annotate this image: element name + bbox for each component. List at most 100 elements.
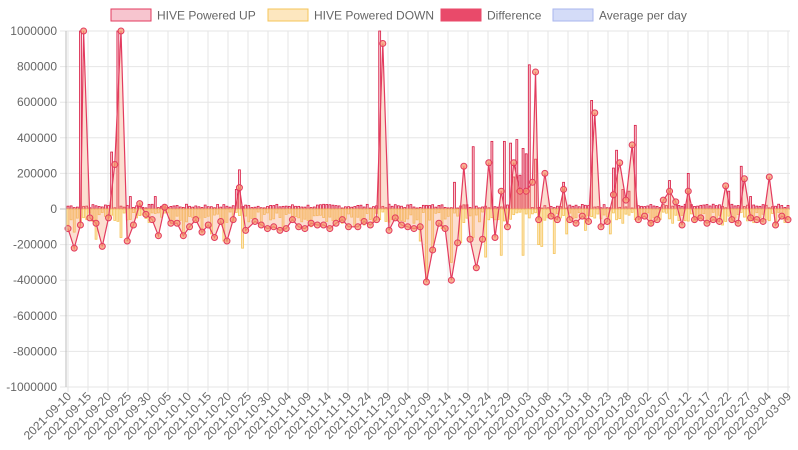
difference-point bbox=[659, 196, 667, 204]
y-tick-label: -200000 bbox=[13, 238, 57, 252]
bar-powered-up bbox=[104, 204, 107, 210]
bar-powered-down bbox=[646, 208, 650, 214]
bar-powered-down bbox=[347, 208, 350, 215]
bar-powered-up bbox=[400, 205, 403, 210]
bar-powered-down bbox=[85, 208, 89, 221]
difference-point bbox=[578, 212, 586, 220]
bar-powered-up bbox=[699, 204, 703, 210]
difference-point bbox=[728, 216, 736, 224]
difference-point bbox=[472, 264, 480, 272]
bar-powered-up bbox=[319, 204, 322, 210]
bar-powered-down bbox=[100, 208, 104, 213]
bar-powered-up bbox=[359, 204, 363, 210]
bar-powered-down bbox=[450, 208, 453, 263]
bar-powered-down bbox=[540, 208, 544, 247]
bar-powered-up bbox=[222, 204, 226, 210]
difference-point bbox=[276, 226, 284, 234]
bar-powered-down bbox=[263, 208, 266, 215]
difference-point bbox=[366, 221, 374, 229]
difference-point bbox=[404, 223, 412, 231]
bar-powered-down bbox=[350, 208, 353, 218]
bar-powered-down bbox=[216, 208, 219, 215]
bar-powered-down bbox=[228, 208, 232, 213]
difference-point bbox=[326, 225, 334, 233]
bar-powered-down bbox=[157, 208, 160, 214]
bar-powered-down bbox=[294, 208, 297, 218]
bar-powered-down bbox=[256, 208, 260, 213]
difference-point bbox=[173, 219, 181, 227]
difference-point bbox=[553, 216, 561, 224]
difference-point bbox=[747, 214, 755, 222]
bar-powered-down bbox=[362, 208, 366, 226]
bar-powered-down bbox=[718, 208, 721, 216]
difference-point bbox=[217, 217, 225, 225]
difference-point bbox=[666, 187, 674, 195]
difference-point bbox=[460, 162, 468, 170]
bar-powered-down bbox=[287, 208, 291, 214]
bar-powered-up bbox=[306, 204, 310, 210]
axes: 1000000 800000 600000 400000 200000 0 -200000 -… bbox=[6, 24, 794, 443]
bar-powered-up bbox=[708, 205, 712, 210]
bar-powered-down bbox=[615, 208, 618, 221]
difference-area bbox=[68, 31, 788, 282]
difference-point bbox=[641, 212, 649, 220]
difference-point bbox=[167, 219, 175, 227]
bar-powered-down bbox=[303, 208, 307, 220]
difference-point bbox=[345, 223, 353, 231]
bar-powered-up bbox=[153, 196, 157, 210]
bar-powered-down bbox=[306, 208, 310, 222]
difference-point bbox=[466, 235, 474, 243]
bar-powered-up bbox=[69, 205, 73, 210]
bar-powered-down bbox=[512, 208, 516, 216]
bar-powered-down bbox=[618, 208, 622, 220]
bar-powered-up bbox=[272, 205, 276, 210]
bar-powered-up bbox=[406, 204, 410, 210]
difference-point bbox=[560, 185, 568, 193]
difference-point bbox=[703, 219, 711, 227]
difference-point bbox=[572, 219, 580, 227]
bar-powered-down bbox=[412, 208, 416, 224]
bar-powered-down bbox=[446, 208, 450, 217]
bar-powered-down bbox=[75, 208, 79, 219]
bar-powered-down bbox=[110, 208, 113, 216]
bar-powered-down bbox=[128, 208, 132, 220]
bar-powered-up bbox=[702, 204, 706, 210]
bar-powered-up bbox=[294, 205, 297, 210]
bar-powered-down bbox=[175, 208, 179, 217]
y-tick-label: -800000 bbox=[13, 344, 57, 358]
difference-point bbox=[76, 221, 84, 229]
difference-point bbox=[759, 217, 767, 225]
bar-powered-down bbox=[278, 208, 282, 218]
bar-powered-down bbox=[210, 208, 213, 235]
difference-point bbox=[634, 216, 642, 224]
bar-powered-down bbox=[390, 208, 394, 221]
difference-point bbox=[435, 219, 443, 227]
difference-point bbox=[354, 223, 362, 231]
bar-powered-down bbox=[671, 208, 675, 224]
difference-point bbox=[547, 212, 555, 220]
bar-powered-down bbox=[138, 208, 142, 216]
bar-powered-down bbox=[531, 208, 534, 215]
bar-powered-down bbox=[409, 208, 413, 216]
difference-point bbox=[148, 216, 156, 224]
difference-point bbox=[161, 203, 169, 211]
bar-powered-down bbox=[555, 208, 559, 214]
bar-powered-down bbox=[764, 208, 768, 221]
bar-powered-up bbox=[334, 205, 338, 210]
difference-point bbox=[86, 214, 94, 222]
y-tick-label: 200000 bbox=[17, 166, 57, 180]
difference-point bbox=[251, 217, 259, 225]
bar-powered-up bbox=[337, 205, 341, 210]
bar-powered-up bbox=[786, 205, 790, 210]
bar-powered-down bbox=[727, 208, 731, 217]
bar-powered-up bbox=[247, 205, 251, 210]
difference-point bbox=[210, 233, 218, 241]
bar-powered-up bbox=[774, 205, 777, 210]
bar-powered-down bbox=[758, 208, 762, 219]
difference-point bbox=[242, 226, 250, 234]
bar-powered-up bbox=[680, 205, 684, 210]
difference-point bbox=[740, 175, 748, 183]
bar-powered-up bbox=[244, 204, 248, 210]
difference-point bbox=[690, 216, 698, 224]
